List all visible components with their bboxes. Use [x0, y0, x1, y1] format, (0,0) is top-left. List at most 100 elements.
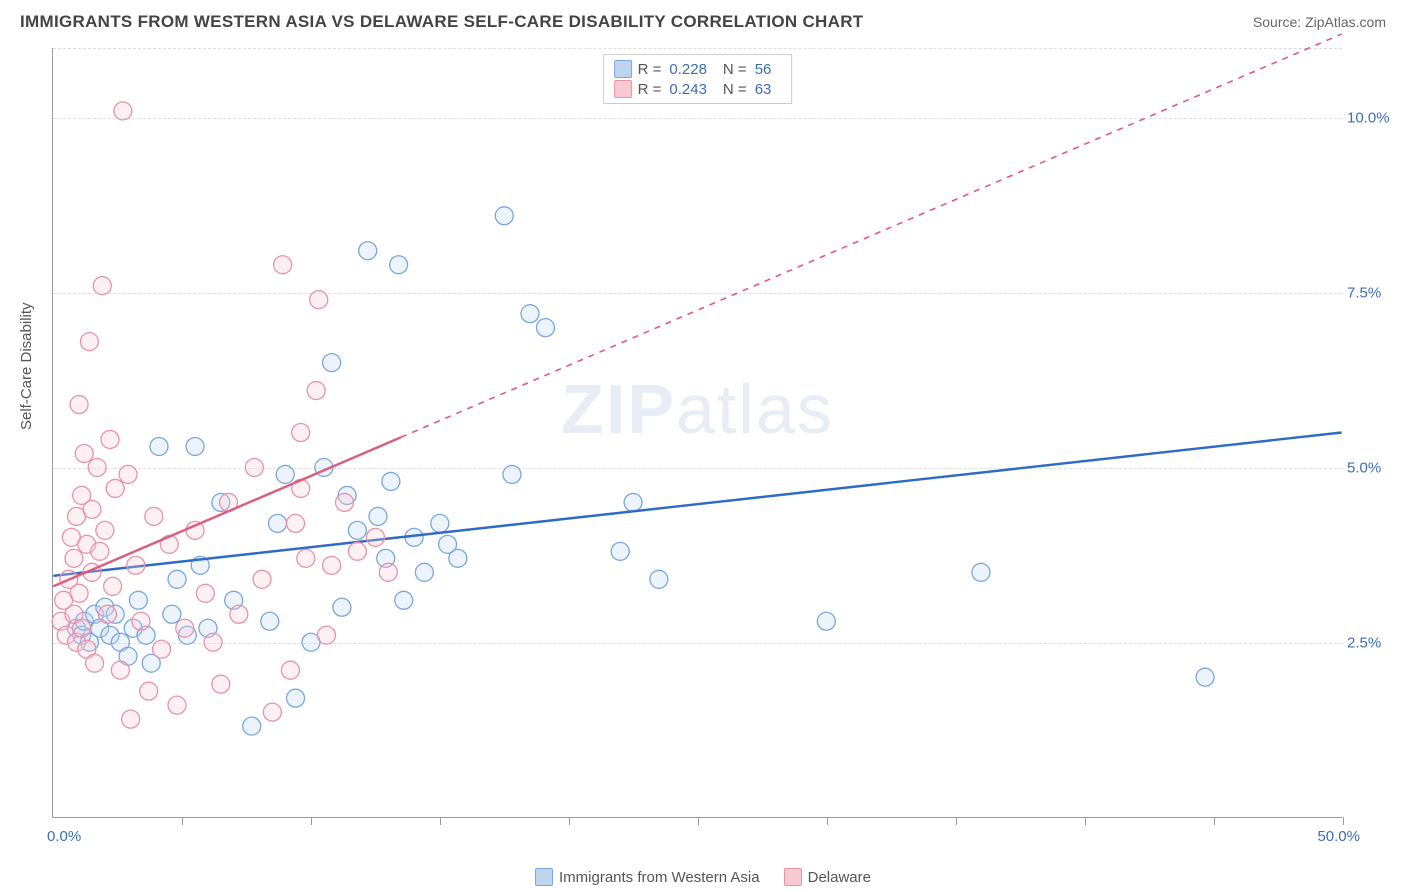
- data-point: [611, 542, 629, 560]
- data-point: [132, 612, 150, 630]
- data-point: [150, 437, 168, 455]
- r-value: 0.243: [669, 81, 707, 98]
- data-point: [204, 633, 222, 651]
- x-tick: [182, 817, 183, 825]
- data-point: [431, 514, 449, 532]
- y-axis-label: Self-Care Disability: [18, 302, 35, 430]
- data-point: [119, 465, 137, 483]
- data-point: [70, 584, 88, 602]
- data-point: [817, 612, 835, 630]
- data-point: [449, 549, 467, 567]
- data-point: [536, 319, 554, 337]
- data-point: [292, 424, 310, 442]
- data-point: [369, 507, 387, 525]
- data-point: [153, 640, 171, 658]
- data-point: [317, 626, 335, 644]
- data-point: [382, 472, 400, 490]
- data-point: [390, 256, 408, 274]
- data-point: [253, 570, 271, 588]
- data-point: [366, 528, 384, 546]
- data-point: [281, 661, 299, 679]
- legend-stat-row: R =0.243N =63: [614, 79, 782, 99]
- legend-stats: R = 0.228 N = 56R =0.243N =63: [603, 54, 793, 104]
- n-label: N =: [723, 61, 747, 78]
- source-prefix: Source:: [1253, 14, 1305, 30]
- data-point: [650, 570, 668, 588]
- data-point: [348, 542, 366, 560]
- x-min-label: 0.0%: [47, 828, 81, 845]
- y-tick-label: 7.5%: [1347, 285, 1402, 302]
- x-tick: [1214, 817, 1215, 825]
- data-point: [243, 717, 261, 735]
- n-value: 63: [755, 81, 772, 98]
- data-point: [379, 563, 397, 581]
- data-point: [269, 514, 287, 532]
- data-point: [168, 570, 186, 588]
- data-point: [333, 598, 351, 616]
- source-name: ZipAtlas.com: [1305, 14, 1386, 30]
- data-point: [503, 465, 521, 483]
- x-tick: [956, 817, 957, 825]
- data-point: [91, 542, 109, 560]
- data-point: [624, 493, 642, 511]
- data-point: [65, 549, 83, 567]
- legend-swatch: [614, 80, 632, 98]
- data-point: [168, 696, 186, 714]
- data-point: [73, 619, 91, 637]
- data-point: [106, 479, 124, 497]
- plot-area: ZIPatlas R =0.228N =56R =0.243N =63 0.0%…: [52, 48, 1342, 818]
- x-max-label: 50.0%: [1317, 828, 1360, 845]
- chart-title: IMMIGRANTS FROM WESTERN ASIA VS DELAWARE…: [20, 12, 863, 32]
- data-point: [114, 102, 132, 120]
- data-point: [96, 521, 114, 539]
- data-point: [140, 682, 158, 700]
- data-point: [83, 500, 101, 518]
- legend-stat-row: R = 0.228 N = 56: [614, 59, 782, 79]
- legend-item: Delaware: [784, 868, 871, 886]
- data-point: [101, 431, 119, 449]
- data-point: [495, 207, 513, 225]
- trend-line-solid: [53, 437, 401, 586]
- data-point: [297, 549, 315, 567]
- data-point: [93, 277, 111, 295]
- data-point: [310, 291, 328, 309]
- data-point: [127, 556, 145, 574]
- legend-item: Immigrants from Western Asia: [535, 868, 760, 886]
- x-tick: [311, 817, 312, 825]
- data-point: [972, 563, 990, 581]
- data-point: [104, 577, 122, 595]
- chart-source: Source: ZipAtlas.com: [1253, 14, 1386, 30]
- x-tick: [698, 817, 699, 825]
- data-point: [307, 382, 325, 400]
- data-point: [111, 661, 129, 679]
- x-tick: [1085, 817, 1086, 825]
- legend-label: Immigrants from Western Asia: [559, 869, 760, 886]
- data-point: [212, 675, 230, 693]
- data-point: [395, 591, 413, 609]
- data-point: [323, 556, 341, 574]
- data-point: [323, 354, 341, 372]
- r-label: R =: [638, 61, 662, 78]
- data-point: [415, 563, 433, 581]
- chart-header: IMMIGRANTS FROM WESTERN ASIA VS DELAWARE…: [0, 0, 1406, 40]
- legend-swatch: [614, 60, 632, 78]
- data-point: [75, 444, 93, 462]
- data-point: [336, 493, 354, 511]
- x-tick: [1343, 817, 1344, 825]
- data-point: [86, 654, 104, 672]
- legend-label: Delaware: [808, 869, 871, 886]
- data-point: [230, 605, 248, 623]
- data-point: [176, 619, 194, 637]
- legend-swatch: [535, 868, 553, 886]
- y-tick-label: 10.0%: [1347, 110, 1402, 127]
- y-tick-label: 5.0%: [1347, 460, 1402, 477]
- data-point: [276, 465, 294, 483]
- n-value: 56: [755, 61, 772, 78]
- data-point: [122, 710, 140, 728]
- r-value: 0.228: [669, 61, 707, 78]
- x-tick: [569, 817, 570, 825]
- data-point: [521, 305, 539, 323]
- trend-line-dashed: [401, 34, 1341, 437]
- y-tick-label: 2.5%: [1347, 635, 1402, 652]
- data-point: [88, 458, 106, 476]
